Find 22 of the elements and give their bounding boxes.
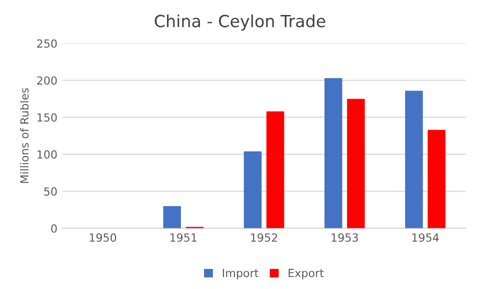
x-tick-label: 1951 — [170, 233, 196, 242]
y-tick-label: 0 — [51, 224, 57, 233]
y-tick-label: 100 — [38, 150, 57, 159]
legend-label: Export — [288, 268, 324, 280]
chart-title: China - Ceylon Trade — [154, 14, 326, 31]
y-tick-label: 50 — [44, 187, 57, 196]
x-tick-label: 1954 — [412, 233, 439, 242]
bar — [428, 130, 446, 228]
y-axis-title: Millions of Rubles — [20, 88, 29, 183]
legend-label: Import — [222, 268, 258, 280]
bar — [244, 151, 262, 228]
bar — [266, 111, 284, 228]
y-tick-label: 200 — [37, 76, 57, 85]
x-tick-label: 1950 — [90, 233, 116, 242]
x-tick-label: 1952 — [251, 233, 278, 242]
bar — [405, 90, 423, 228]
y-tick-label: 150 — [38, 113, 57, 122]
x-tick-label: 1953 — [332, 233, 358, 242]
bar — [347, 98, 365, 228]
bar — [163, 206, 181, 228]
bar — [324, 78, 342, 228]
y-tick-label: 250 — [37, 39, 57, 48]
